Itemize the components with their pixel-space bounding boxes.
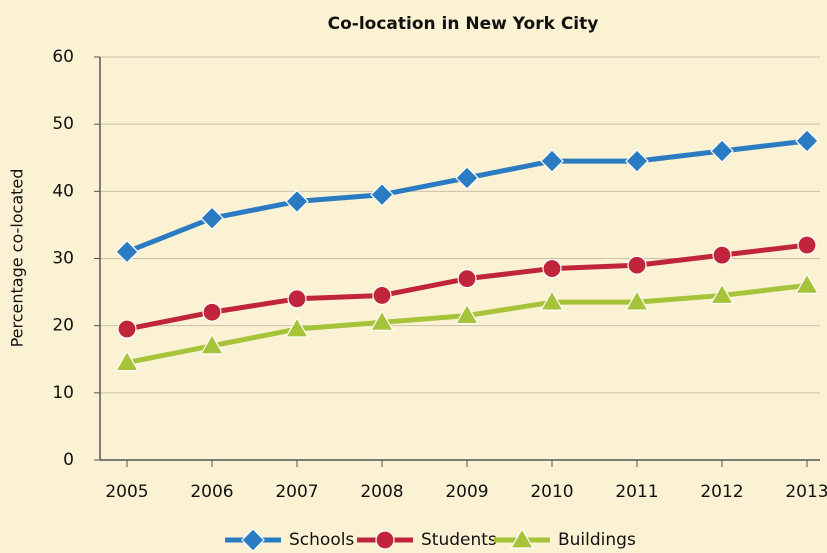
legend-label: Schools <box>289 530 354 550</box>
marker <box>710 139 734 163</box>
marker <box>241 528 265 552</box>
legend-label: Students <box>421 530 497 550</box>
x-tick-label: 2013 <box>785 482 827 502</box>
marker <box>285 189 309 214</box>
x-tick-label: 2010 <box>530 482 573 502</box>
marker <box>369 310 395 331</box>
marker <box>284 316 310 338</box>
x-tick-label: 2008 <box>360 482 403 502</box>
marker <box>372 285 392 306</box>
marker <box>627 255 647 275</box>
marker <box>202 302 222 322</box>
marker <box>454 303 480 325</box>
marker <box>540 149 564 173</box>
marker <box>455 166 479 190</box>
marker <box>115 239 139 264</box>
marker <box>375 530 395 550</box>
y-axis-label: Percentage co-located <box>8 169 27 348</box>
marker <box>370 182 394 207</box>
x-tick-label: 2007 <box>275 482 318 502</box>
marker <box>712 245 732 265</box>
marker <box>794 273 820 294</box>
marker <box>117 319 137 339</box>
x-tick-label: 2011 <box>615 482 658 502</box>
marker <box>795 129 819 153</box>
marker <box>287 289 307 309</box>
x-tick-label: 2012 <box>700 482 743 502</box>
y-tick-label: 40 <box>52 181 74 201</box>
marker <box>625 149 649 173</box>
marker <box>542 258 562 279</box>
marker <box>709 283 735 305</box>
marker <box>624 289 650 311</box>
marker <box>457 269 477 289</box>
y-tick-label: 0 <box>63 450 74 470</box>
marker <box>200 206 224 231</box>
marker <box>797 235 817 255</box>
y-tick-label: 60 <box>52 47 74 67</box>
x-tick-label: 2006 <box>190 482 233 502</box>
x-tick-label: 2009 <box>445 482 488 502</box>
marker <box>199 333 225 355</box>
legend-label: Buildings <box>558 530 636 550</box>
chart-title: Co-location in New York City <box>328 14 599 34</box>
y-tick-label: 20 <box>52 316 74 336</box>
y-tick-label: 50 <box>52 114 74 134</box>
y-tick-label: 30 <box>52 249 74 269</box>
marker <box>114 350 140 372</box>
y-tick-label: 10 <box>52 383 74 403</box>
x-tick-label: 2005 <box>105 482 148 502</box>
marker <box>509 527 535 549</box>
marker <box>539 289 565 311</box>
